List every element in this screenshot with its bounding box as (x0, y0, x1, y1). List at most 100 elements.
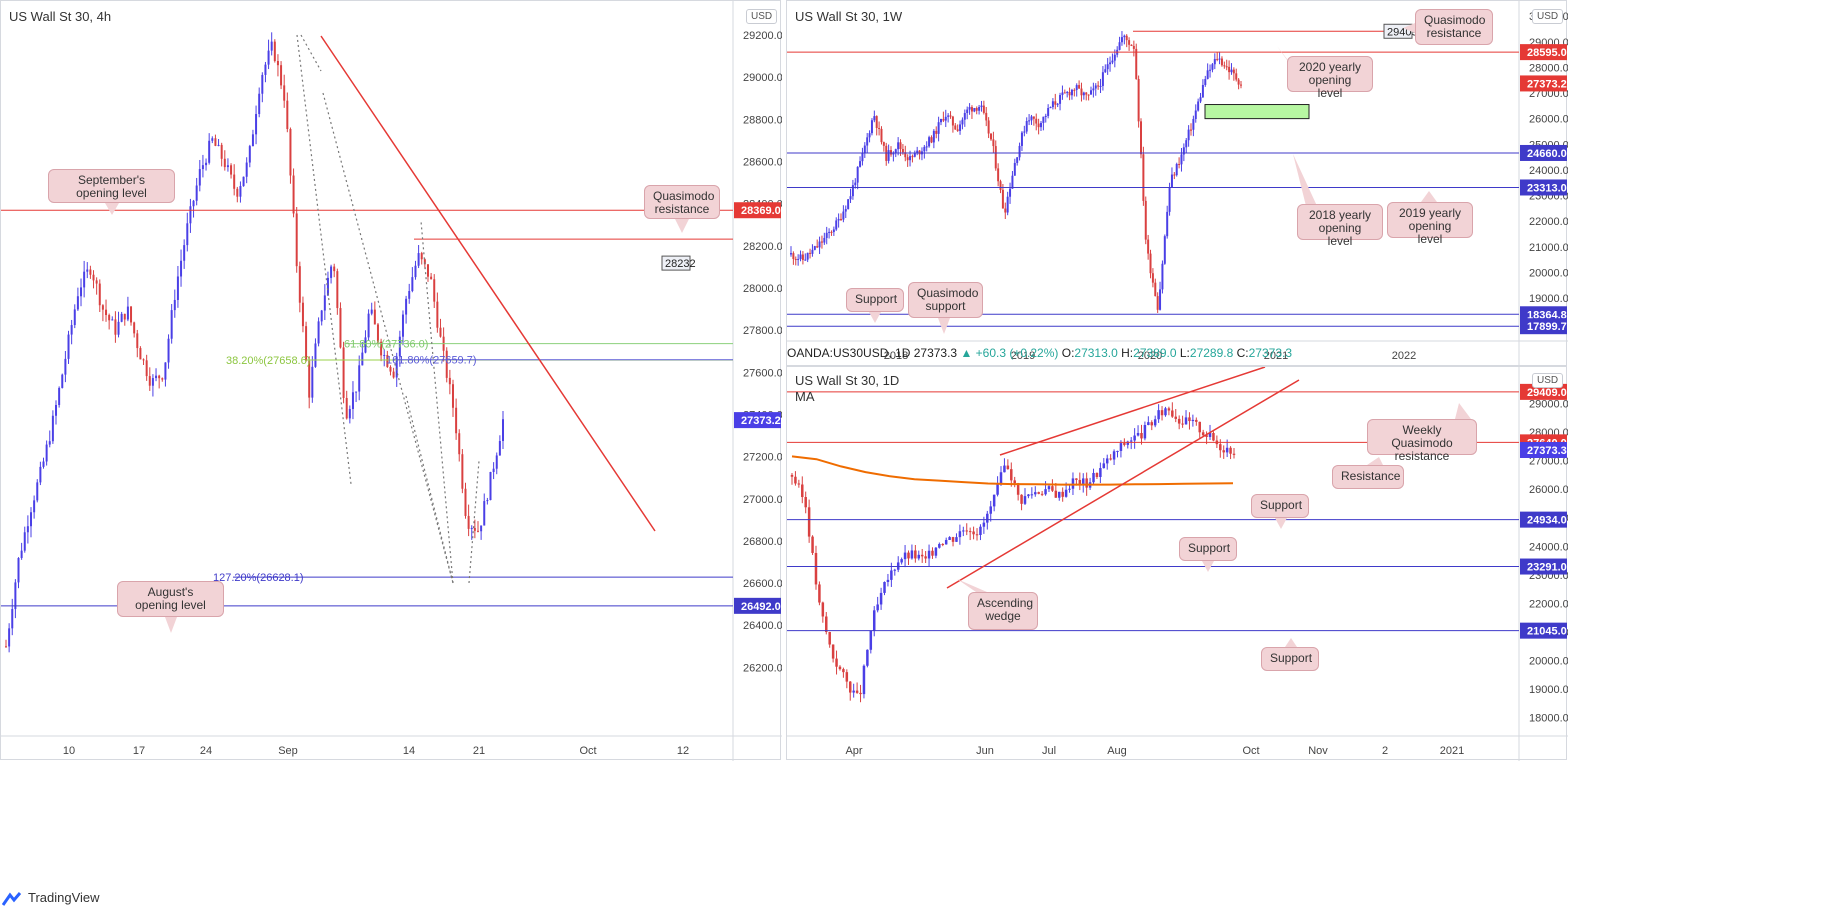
candle-body (1092, 88, 1095, 91)
x-tick-label: Aug (1107, 745, 1127, 757)
currency-badge-1d[interactable]: USD (1532, 373, 1564, 388)
x-tick-label: 2021 (1264, 350, 1288, 362)
x-tick-label: Jul (1042, 745, 1056, 757)
candle-body (1040, 122, 1042, 128)
candle-body (820, 241, 823, 243)
callout-pointer (1285, 638, 1297, 647)
candle-body (932, 130, 935, 143)
candle-body (814, 552, 818, 585)
candle-body (804, 497, 807, 508)
candle-body (273, 41, 276, 62)
fib-1618-label: 161.80%(27659.7) (386, 355, 477, 367)
candle-body (236, 188, 239, 197)
candle-body (1104, 69, 1107, 73)
chart-1d-canvas[interactable]: 18000.019000.020000.021000.022000.023000… (787, 367, 1568, 761)
candle-body (903, 552, 907, 560)
candle-body (1225, 66, 1228, 68)
candle-body (1016, 483, 1020, 495)
candle-body (1030, 116, 1033, 121)
candle-body (314, 343, 317, 367)
candle-body (806, 252, 809, 260)
wedge-upper-line (999, 367, 1266, 456)
candle-body (968, 107, 971, 110)
candle-body (1040, 493, 1044, 495)
candle-body (398, 336, 401, 357)
candle-body (987, 120, 990, 134)
candle-body (986, 513, 989, 523)
candle-body (333, 266, 336, 272)
y-tick-label: 26200.0 (743, 662, 782, 674)
candle-body (890, 570, 893, 580)
candle-body (1004, 208, 1007, 213)
candle-body (1018, 145, 1021, 158)
candle-body (1037, 492, 1040, 494)
candle-body (467, 515, 470, 529)
candle-body (1087, 94, 1090, 96)
candle-body (1153, 419, 1157, 426)
candle-body (458, 433, 461, 455)
harmonic-pattern-dotted-line (296, 34, 352, 485)
candle-body (70, 325, 73, 335)
candle-body (1068, 488, 1071, 490)
candle-body (883, 581, 886, 593)
candle-body (851, 185, 854, 197)
candle-body (1208, 433, 1212, 437)
candle-body (1128, 40, 1131, 45)
candle-body (270, 41, 273, 51)
callout-pointer (1293, 154, 1317, 206)
candle-body (1212, 433, 1215, 441)
y-tick-label: 19000.0 (1529, 293, 1568, 305)
chart-panel-1w[interactable]: 19000.0 20000.0 21000.0 22000.0 23000.0 24000… (786, 0, 1568, 367)
candle-body (1006, 196, 1009, 213)
candle-body (139, 348, 142, 360)
candle-body (999, 181, 1002, 190)
chart-panel-4h[interactable]: 26200.0 26400.0 26600.0 26800.0 27000.0 27200… (0, 0, 782, 761)
candle-body (345, 397, 348, 419)
candle-body (1010, 469, 1013, 481)
candle-body (383, 354, 386, 356)
candle-body (1194, 110, 1197, 119)
tradingview-brand[interactable]: TradingView (28, 890, 100, 905)
candle-body (461, 454, 464, 489)
candle-body (804, 259, 807, 261)
x-tick-label: 21 (473, 745, 485, 757)
y-tick-label: 27200.0 (743, 452, 782, 464)
candle-body (1116, 450, 1119, 452)
candle-body (105, 309, 108, 316)
currency-badge-4h[interactable]: USD (746, 9, 778, 24)
ma-indicator-label[interactable]: MA (795, 389, 815, 404)
candle-body (813, 246, 816, 250)
candle-body (992, 139, 995, 147)
chart-4h-canvas[interactable]: 26200.0 26400.0 26600.0 26800.0 27000.0 27200… (1, 1, 782, 761)
callout-pointer (1455, 403, 1471, 419)
price-label-bg (1520, 44, 1567, 61)
candle-body (389, 366, 392, 372)
ohlc-symbol: OANDA:US30USD, 1D (787, 346, 911, 360)
chart-1w-canvas[interactable]: 19000.020000.021000.022000.023000.024000… (787, 1, 1568, 367)
candle-body (1173, 174, 1176, 176)
y-tick-label: 27600.0 (743, 367, 782, 379)
candle-body (401, 314, 404, 337)
candle-body (790, 253, 792, 255)
candle-body (189, 206, 192, 224)
candle-body (308, 360, 311, 398)
candle-body (30, 512, 33, 527)
candle-body (1133, 435, 1136, 441)
candle-body (89, 269, 92, 275)
candle-body (80, 287, 83, 297)
currency-badge-1w[interactable]: USD (1532, 9, 1564, 24)
x-tick-label: Oct (579, 745, 596, 757)
chart-panel-1d[interactable]: 18000.019000.020000.021000.022000.023000… (786, 346, 1568, 761)
candle-body (1223, 65, 1226, 67)
candle-body (913, 153, 916, 157)
candle-body (1047, 108, 1050, 116)
candle-body (92, 274, 95, 281)
candle-body (305, 326, 308, 361)
candle-body (1192, 118, 1195, 130)
candle-body (801, 254, 804, 260)
candle-body (1190, 129, 1192, 131)
candle-body (1013, 480, 1016, 484)
ohlc-close-label: C: (1236, 346, 1249, 360)
candle-body (498, 441, 501, 456)
candle-body (1129, 440, 1133, 442)
